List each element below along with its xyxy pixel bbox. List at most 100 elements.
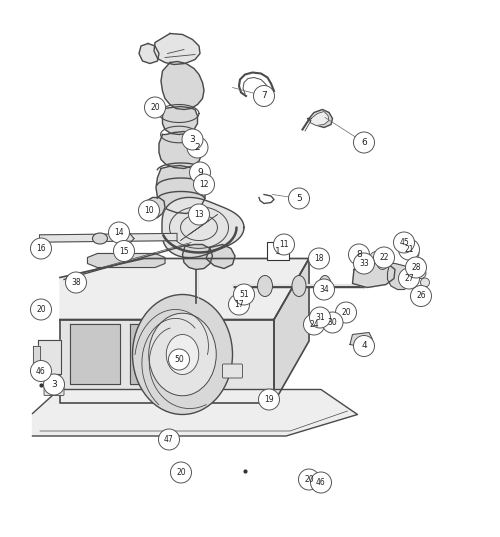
Circle shape: [66, 272, 86, 293]
Circle shape: [354, 253, 374, 274]
FancyBboxPatch shape: [222, 364, 242, 378]
Circle shape: [108, 222, 130, 243]
Text: 21: 21: [404, 245, 414, 254]
Text: 7: 7: [261, 91, 267, 100]
Polygon shape: [206, 244, 235, 268]
Text: 8: 8: [356, 250, 362, 259]
Polygon shape: [139, 43, 159, 63]
Circle shape: [304, 314, 324, 335]
Polygon shape: [130, 323, 215, 383]
Circle shape: [288, 188, 310, 209]
Polygon shape: [182, 244, 212, 270]
Text: 38: 38: [71, 278, 81, 287]
Polygon shape: [32, 389, 357, 436]
Polygon shape: [154, 33, 200, 64]
Circle shape: [370, 251, 382, 264]
Circle shape: [310, 472, 332, 493]
Polygon shape: [308, 110, 332, 127]
Text: 22: 22: [380, 253, 389, 262]
Text: 50: 50: [174, 355, 184, 364]
Circle shape: [30, 299, 52, 320]
FancyBboxPatch shape: [44, 381, 64, 395]
Text: 2: 2: [194, 143, 200, 152]
Circle shape: [308, 248, 330, 269]
Polygon shape: [350, 332, 372, 347]
Circle shape: [336, 302, 356, 323]
Text: 16: 16: [36, 244, 46, 253]
Circle shape: [190, 162, 210, 183]
Text: 45: 45: [399, 238, 409, 247]
Text: 33: 33: [359, 259, 369, 268]
Polygon shape: [274, 258, 309, 403]
Circle shape: [298, 469, 320, 490]
Polygon shape: [162, 198, 244, 258]
Circle shape: [398, 239, 419, 260]
Circle shape: [194, 174, 214, 195]
Polygon shape: [60, 320, 274, 403]
Text: 20: 20: [304, 475, 314, 484]
Text: 24: 24: [309, 320, 319, 329]
Text: 51: 51: [239, 290, 249, 299]
Text: 18: 18: [314, 254, 324, 263]
Circle shape: [354, 132, 374, 153]
Circle shape: [348, 244, 370, 265]
Circle shape: [182, 129, 203, 150]
Text: 14: 14: [114, 228, 124, 237]
Circle shape: [354, 336, 374, 357]
Text: 1: 1: [274, 246, 280, 256]
Circle shape: [374, 247, 394, 268]
Text: 3: 3: [51, 380, 57, 389]
Ellipse shape: [258, 275, 272, 296]
Text: 10: 10: [144, 206, 154, 215]
Circle shape: [30, 238, 52, 259]
Circle shape: [274, 234, 294, 255]
Polygon shape: [156, 165, 205, 214]
Circle shape: [44, 374, 64, 395]
Circle shape: [394, 232, 414, 253]
Text: 46: 46: [316, 478, 326, 487]
Circle shape: [398, 268, 419, 289]
Text: 20: 20: [150, 103, 160, 112]
Text: 6: 6: [361, 138, 367, 147]
Ellipse shape: [149, 313, 216, 396]
Circle shape: [378, 259, 388, 270]
Text: 20: 20: [341, 308, 351, 317]
Polygon shape: [159, 132, 202, 169]
Text: 12: 12: [199, 180, 209, 189]
Text: 28: 28: [411, 263, 421, 272]
Circle shape: [138, 200, 160, 221]
Circle shape: [114, 241, 134, 262]
Circle shape: [170, 462, 192, 483]
FancyBboxPatch shape: [266, 242, 288, 260]
Polygon shape: [38, 241, 43, 244]
Polygon shape: [60, 258, 309, 320]
Polygon shape: [88, 253, 165, 267]
Circle shape: [234, 284, 254, 305]
Ellipse shape: [166, 335, 199, 374]
Text: 47: 47: [164, 435, 174, 444]
Circle shape: [258, 389, 280, 410]
Polygon shape: [388, 264, 412, 289]
Circle shape: [168, 349, 190, 370]
Text: 3: 3: [190, 135, 196, 144]
Polygon shape: [142, 198, 165, 219]
Text: 20: 20: [36, 305, 46, 314]
Polygon shape: [70, 323, 120, 383]
Ellipse shape: [319, 275, 331, 296]
Text: 11: 11: [279, 240, 289, 249]
Circle shape: [406, 257, 426, 278]
Text: 26: 26: [416, 292, 426, 301]
Polygon shape: [32, 346, 40, 364]
Text: 46: 46: [36, 366, 46, 375]
Circle shape: [254, 85, 274, 106]
Circle shape: [188, 204, 210, 225]
Circle shape: [322, 312, 343, 333]
Polygon shape: [310, 112, 329, 126]
Polygon shape: [162, 106, 198, 134]
Text: 34: 34: [319, 285, 329, 294]
Ellipse shape: [132, 294, 232, 415]
Circle shape: [228, 294, 250, 315]
Text: 13: 13: [194, 210, 204, 219]
Text: 30: 30: [328, 318, 338, 327]
Polygon shape: [38, 339, 61, 374]
